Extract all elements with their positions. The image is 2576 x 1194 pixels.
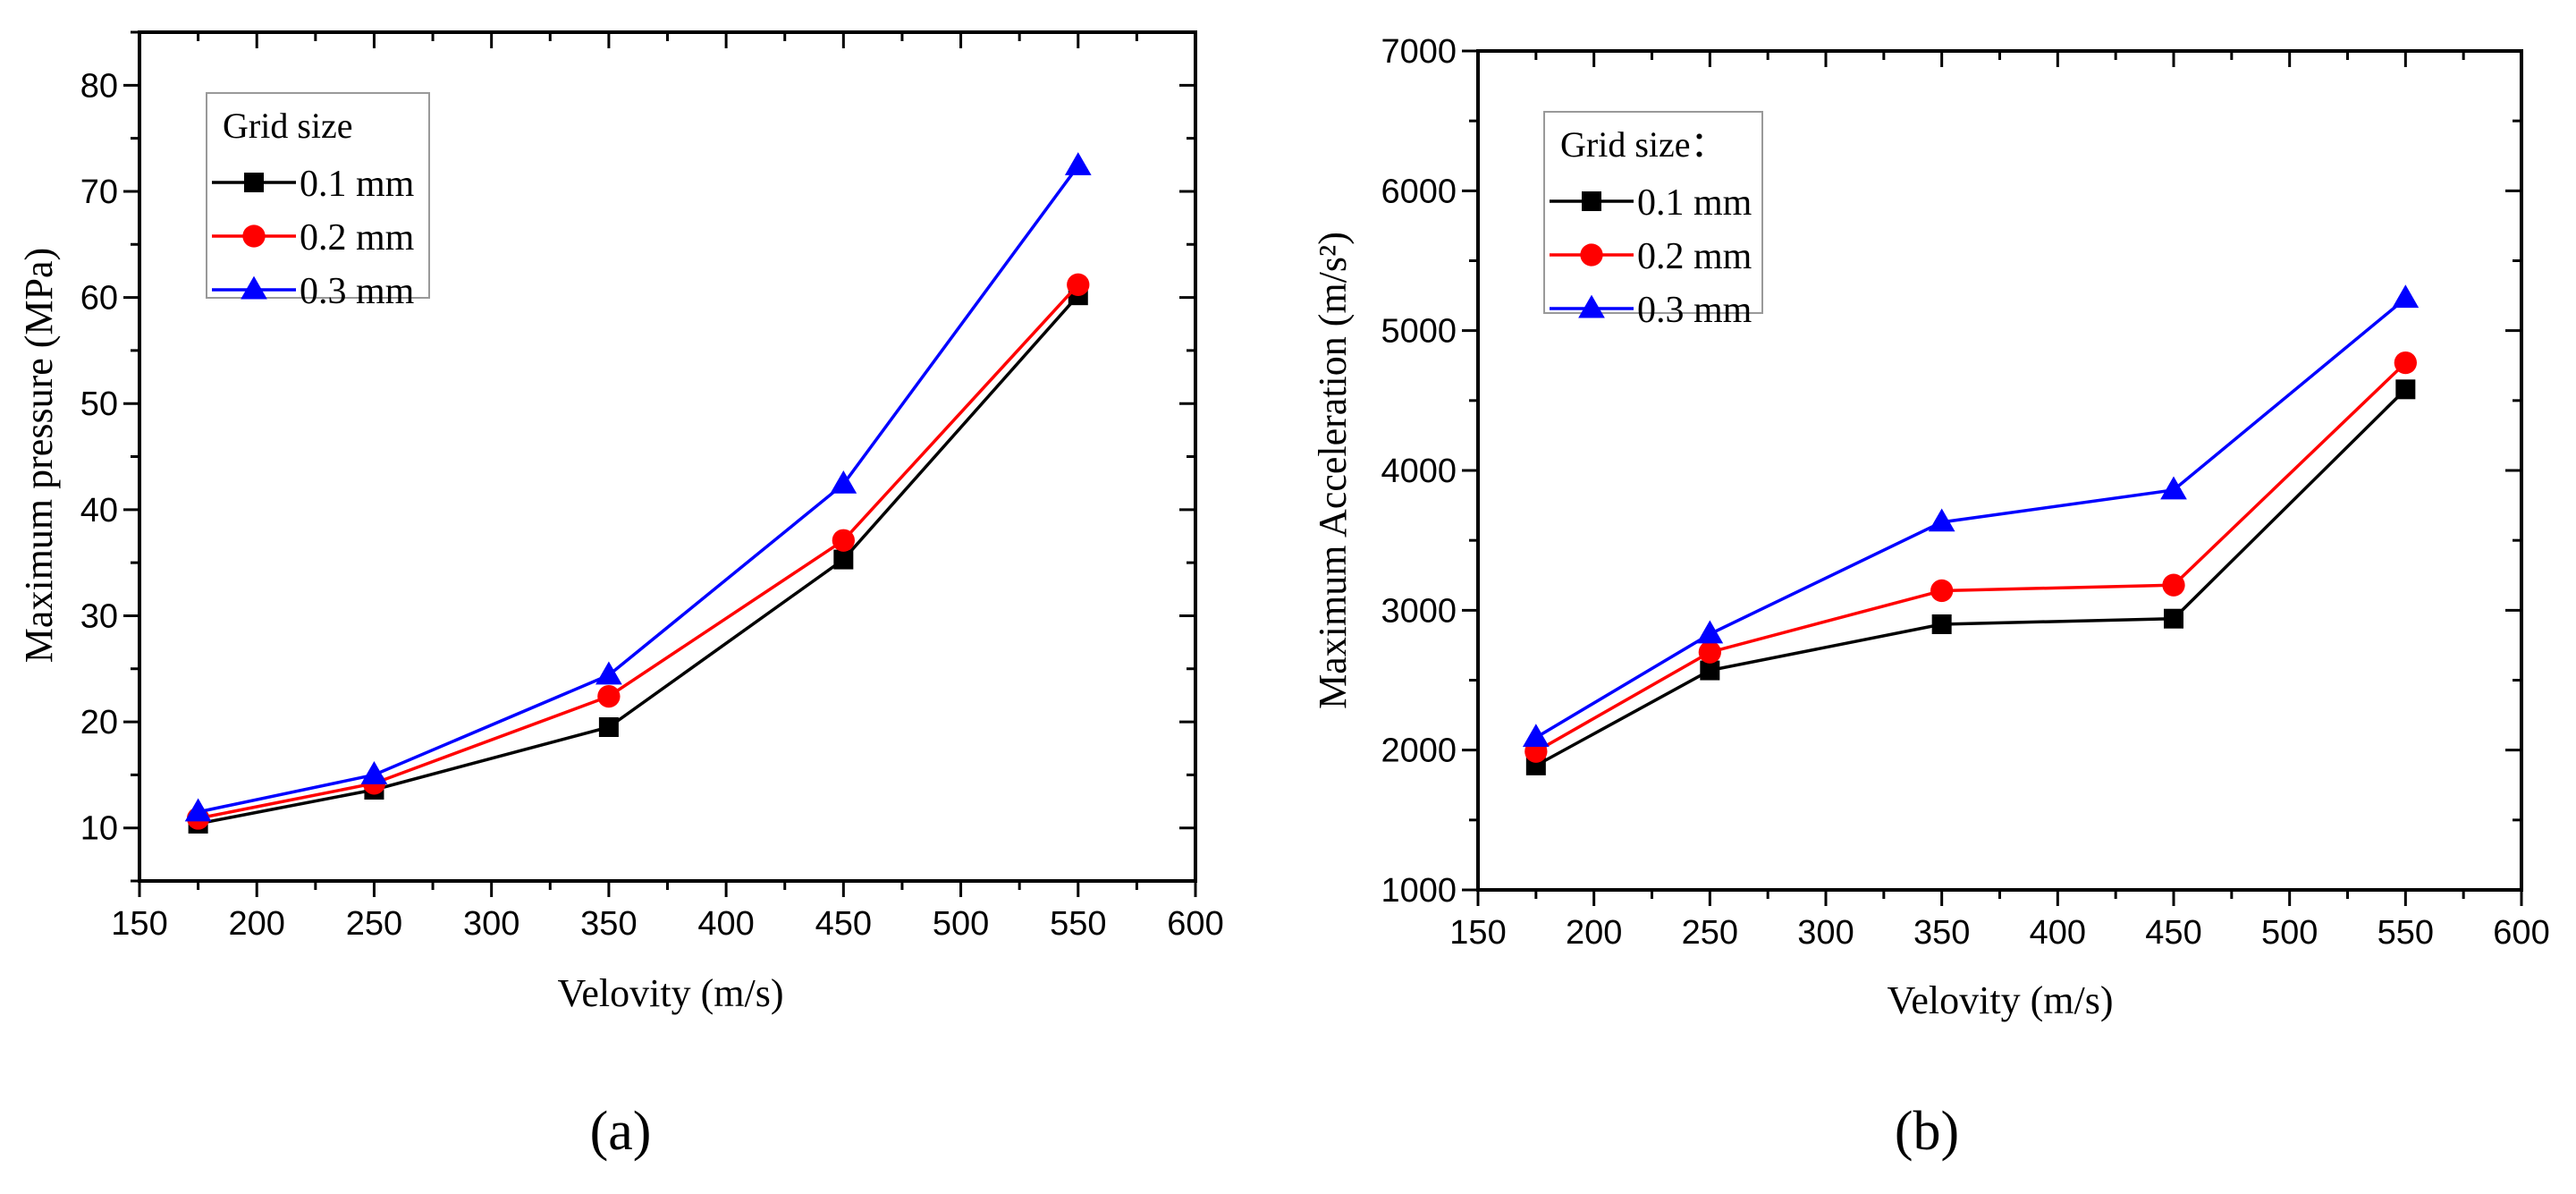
x-tick-label: 400 [2030,914,2086,952]
x-tick-label: 350 [1913,914,1970,952]
data-point [1931,614,1952,634]
y-axis-label: Maximum Acceleration (m/s²) [1311,232,1355,709]
legend: Grid size 0.1 mm 0.2 mm 0.3 mm [206,92,430,312]
y-tick-label: 20 [80,704,118,741]
data-point [598,716,619,737]
legend-marker [1582,191,1601,211]
legend-box [1543,111,1763,314]
legend-title: Grid size： [1560,124,1727,165]
y-tick-label: 30 [80,597,118,635]
x-tick-label: 500 [933,905,989,943]
data-point [1696,620,1724,644]
legend-label: 0.3 mm [300,271,415,312]
series-03mm [184,152,1092,822]
data-point [1928,508,1955,532]
data-point [2395,379,2416,400]
y-tick-label: 50 [80,385,118,423]
x-tick-label: 500 [2261,914,2318,952]
legend-marker [244,173,264,192]
series-01mm [188,285,1088,834]
y-tick-label: 6000 [1381,173,1457,210]
legend-marker [1580,243,1603,267]
y-tick-label: 3000 [1381,592,1457,630]
data-point [832,529,855,552]
data-point [833,549,854,570]
data-point [597,684,621,708]
legend-marker [1578,294,1605,318]
legend-marker [241,275,267,300]
x-axis-label: Velovity (m/s) [1888,978,2114,1022]
x-tick-label: 450 [2145,914,2201,952]
data-point [1930,579,1954,603]
data-point [1522,724,1550,748]
y-tick-label: 40 [80,492,118,529]
data-point [184,798,212,822]
series-line [198,294,1080,826]
x-tick-label: 550 [1050,905,1106,943]
panel-label: (a) [590,1101,652,1162]
data-point [1064,152,1092,175]
x-tick-label: 600 [2493,914,2549,952]
y-tick-label: 80 [80,67,118,105]
y-tick-label: 4000 [1381,453,1457,490]
legend-marker [242,224,266,248]
x-tick-label: 300 [463,905,519,943]
data-point [1700,660,1720,681]
y-tick-label: 7000 [1381,33,1457,71]
legend-label: 0.1 mm [300,164,415,205]
data-point [360,760,388,784]
legend: Grid size： 0.1 mm 0.2 mm 0.3 mm [1543,111,1763,331]
x-tick-label: 600 [1167,905,1223,943]
data-point [2392,284,2420,309]
x-tick-label: 200 [229,905,285,943]
series-line [1534,388,2407,767]
data-point [2160,476,2187,500]
data-point [2162,573,2185,597]
data-point [830,470,857,494]
data-point [2164,608,2183,629]
x-tick-label: 150 [111,905,167,943]
series-02mm [1524,351,2417,763]
x-tick-label: 150 [1449,914,1506,952]
x-tick-label: 450 [815,905,872,943]
legend-label: 0.2 mm [1637,236,1753,277]
legend-label: 0.3 mm [1637,290,1753,331]
series-01mm [1525,379,2416,775]
y-tick-label: 2000 [1381,732,1457,770]
y-tick-label: 5000 [1381,313,1457,351]
legend-box [206,92,430,299]
y-tick-label: 60 [80,280,118,318]
x-axis-label: Velovity (m/s) [558,971,784,1015]
data-point [2394,351,2417,375]
series-03mm [1522,284,2420,748]
series-02mm [186,273,1090,830]
x-tick-label: 350 [580,905,637,943]
legend-title: Grid size [223,106,353,146]
data-point [595,661,622,685]
y-tick-label: 70 [80,174,118,211]
chart-panel-b: 150 200 250 300 350 400 450 500 550 600 1000 2000 30… [1311,33,2550,1162]
x-tick-label: 400 [697,905,754,943]
panel-label: (b) [1895,1101,1959,1162]
y-tick-label: 10 [80,810,118,848]
y-tick-label: 1000 [1381,872,1457,910]
legend-label: 0.2 mm [300,217,415,258]
chart-panel-a: 150 200 250 300 350 400 450 500 550 600 10 20 30 40 50… [17,30,1224,1162]
data-point [1067,273,1090,296]
x-tick-label: 250 [1682,914,1738,952]
x-tick-label: 250 [346,905,402,943]
x-tick-label: 300 [1797,914,1854,952]
y-axis-label: Maximum pressure (MPa) [17,248,61,663]
legend-label: 0.1 mm [1637,182,1753,224]
x-tick-label: 550 [2378,914,2434,952]
x-tick-label: 200 [1566,914,1622,952]
series-line [198,284,1080,820]
data-point [1698,640,1721,664]
